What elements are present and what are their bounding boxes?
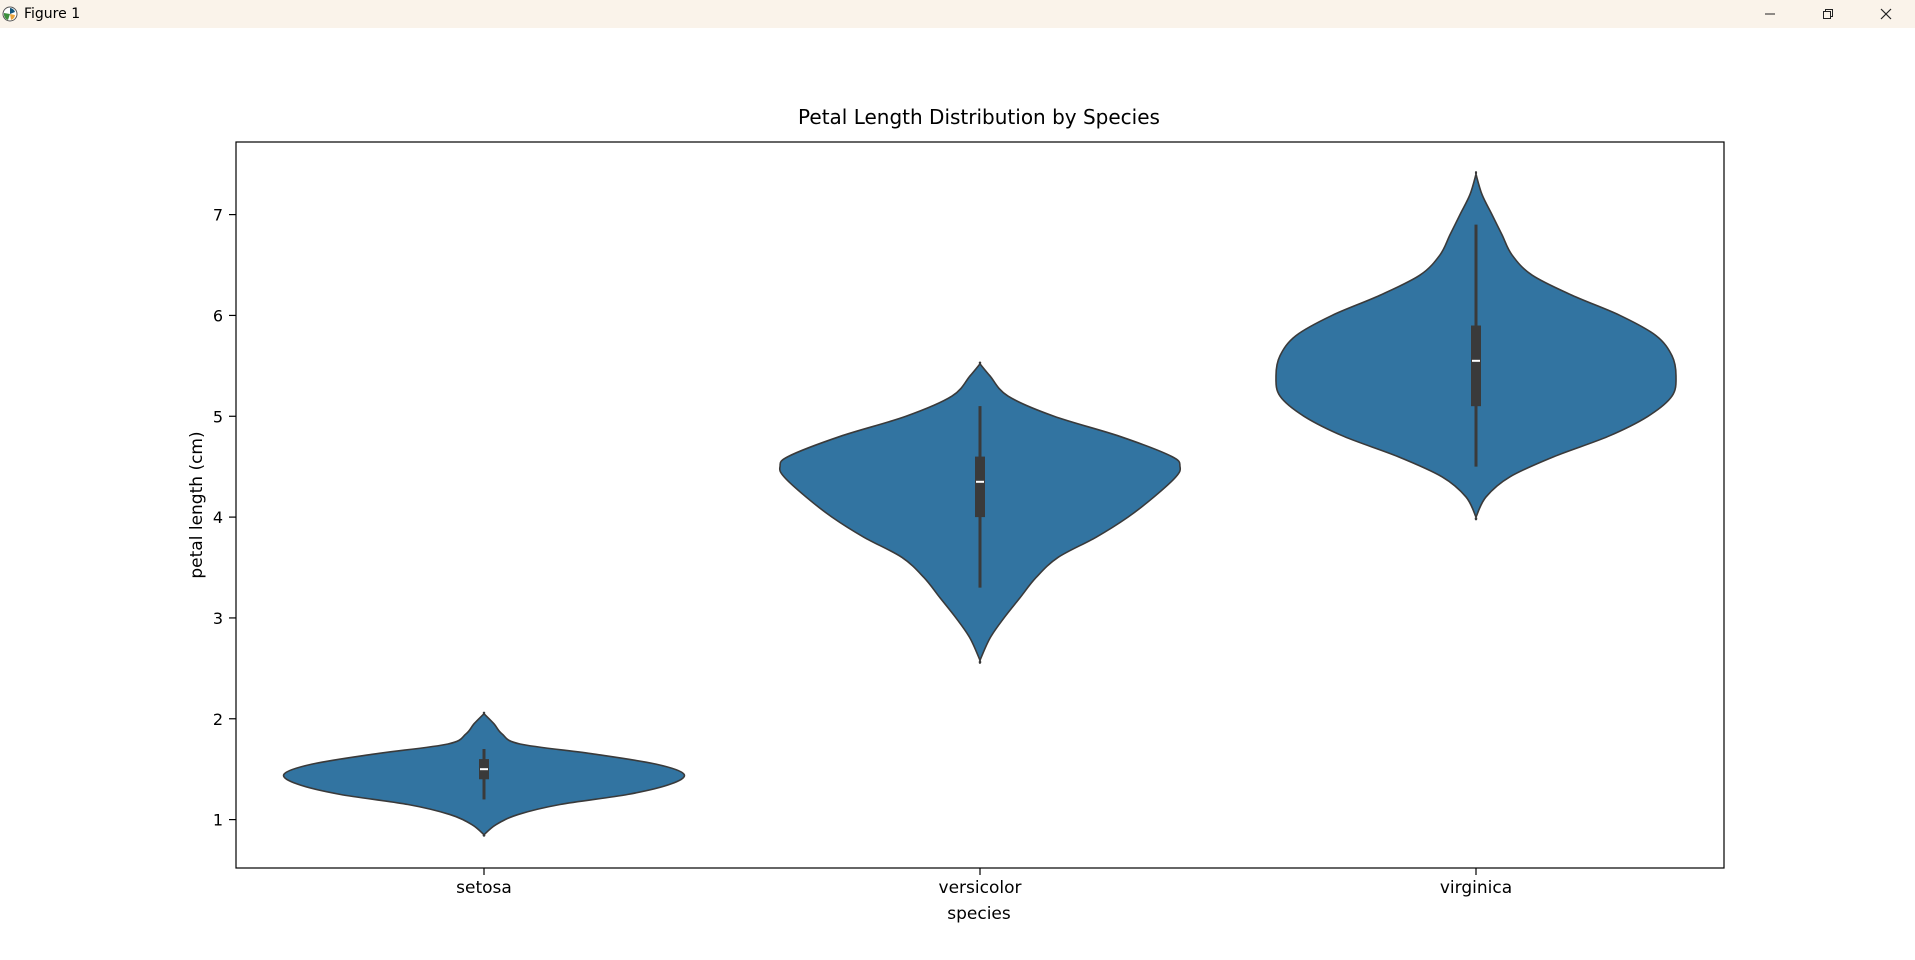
x-tick-label-versicolor: versicolor <box>939 878 1022 898</box>
x-axis-label: species <box>947 904 1011 924</box>
restore-icon <box>1823 9 1833 19</box>
iqr-box-virginica <box>1471 325 1481 407</box>
window-title: Figure 1 <box>24 6 81 22</box>
minimize-icon <box>1765 13 1775 15</box>
y-axis: 1 2 3 4 5 6 7 <box>213 206 236 830</box>
close-button[interactable] <box>1857 0 1915 28</box>
minimize-button[interactable] <box>1741 0 1799 28</box>
x-tick-label-virginica: virginica <box>1440 878 1512 898</box>
y-tick-label-6: 6 <box>213 306 223 325</box>
y-tick-label-3: 3 <box>213 609 223 628</box>
violin-chart: Petal Length Distribution by Species 1 2 3… <box>187 105 1725 924</box>
chart-title: Petal Length Distribution by Species <box>798 105 1160 129</box>
x-axis: setosa versicolor virginica <box>456 868 1512 898</box>
x-tick-label-setosa: setosa <box>456 878 512 898</box>
window-titlebar: Figure 1 <box>0 0 1915 28</box>
iqr-box-versicolor <box>975 456 985 518</box>
restore-button[interactable] <box>1799 0 1857 28</box>
y-axis-label: petal length (cm) <box>187 431 207 578</box>
window-controls <box>1741 0 1915 28</box>
y-tick-label-5: 5 <box>213 407 223 426</box>
y-tick-label-4: 4 <box>213 508 223 527</box>
y-tick-label-7: 7 <box>213 206 223 225</box>
y-tick-label-1: 1 <box>213 811 223 830</box>
y-tick-label-2: 2 <box>213 710 223 729</box>
matplotlib-logo-icon <box>2 6 18 22</box>
close-icon <box>1880 8 1892 20</box>
violins-group <box>282 170 1677 837</box>
